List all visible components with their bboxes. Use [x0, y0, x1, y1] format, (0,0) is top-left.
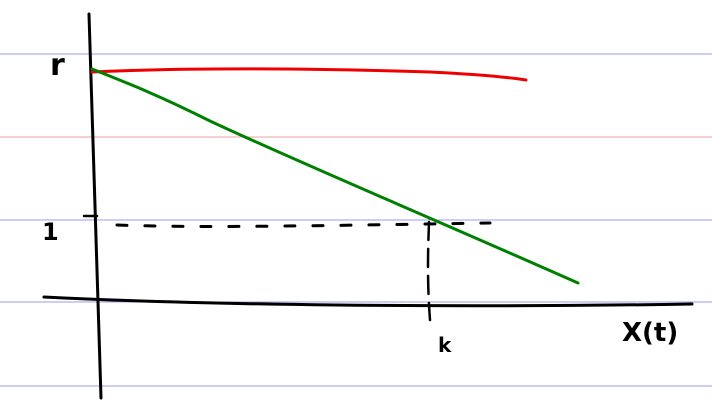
x-axis: [42, 295, 694, 308]
y-axis: [87, 12, 103, 400]
ruled-lines: [0, 53, 712, 387]
label-k: k: [438, 333, 452, 357]
label-x-axis: X(t): [622, 318, 678, 348]
red-curve: [90, 67, 528, 82]
label-r: r: [50, 48, 65, 83]
dashed-guide-horizontal: [115, 221, 492, 228]
dashed-guide-vertical: [426, 220, 432, 322]
green-curve: [90, 67, 580, 285]
label-1: 1: [42, 218, 59, 246]
